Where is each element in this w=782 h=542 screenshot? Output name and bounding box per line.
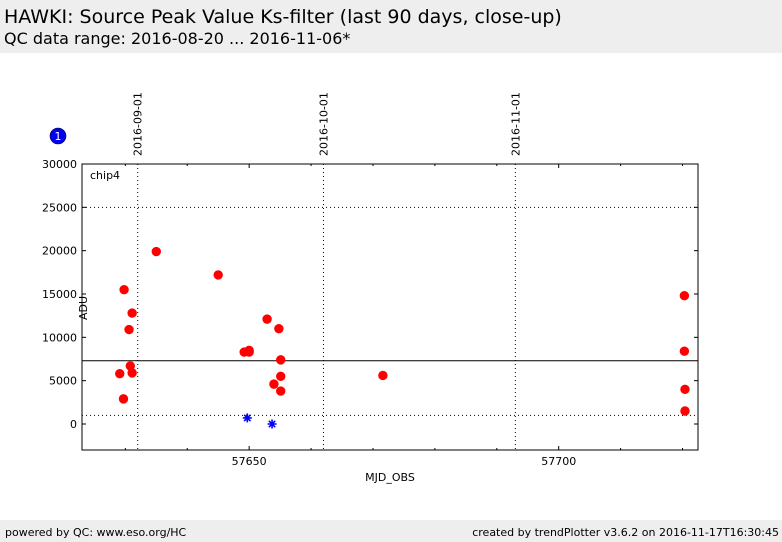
chip-badge-number: 1	[55, 130, 62, 143]
footer: powered by QC: www.eso.org/HC created by…	[0, 520, 782, 542]
data-point	[274, 323, 284, 334]
y-tick-label: 20000	[42, 245, 77, 258]
chip-badge-circle	[49, 127, 67, 145]
data-point	[127, 308, 137, 318]
x-axis-label: MJD_OBS	[365, 471, 415, 484]
y-tick-label: 25000	[42, 201, 77, 214]
page-subtitle: QC data range: 2016-08-20 ... 2016-11-06…	[4, 29, 351, 48]
data-point	[276, 371, 286, 382]
data-point	[118, 394, 129, 404]
data-point-star	[242, 413, 252, 423]
plot-frame	[81, 163, 699, 451]
data-point	[378, 370, 388, 381]
panel-label: chip4	[90, 169, 120, 182]
header: HAWKI: Source Peak Value Ks-filter (last…	[0, 0, 782, 53]
data-point	[269, 379, 279, 389]
data-point	[680, 384, 690, 395]
x-tick-label: 57700	[541, 455, 576, 468]
data-point	[115, 369, 125, 379]
data-point	[262, 314, 272, 324]
date-tick-label: 2016-10-01	[317, 92, 330, 156]
data-point	[679, 291, 690, 301]
x-tick-label: 57650	[232, 455, 267, 468]
data-point	[124, 324, 134, 335]
date-tick-label: 2016-11-01	[509, 92, 522, 156]
page-title: HAWKI: Source Peak Value Ks-filter (last…	[4, 6, 562, 28]
y-axis-label: ADU	[77, 296, 90, 320]
y-tick-label: 10000	[42, 331, 77, 344]
data-point	[680, 406, 690, 416]
data-point	[276, 355, 286, 365]
data-point	[119, 284, 129, 295]
data-point	[679, 346, 690, 356]
data-point	[127, 368, 137, 378]
data-point	[276, 386, 286, 396]
y-tick-label: 30000	[42, 158, 77, 171]
footer-powered-by: powered by QC: www.eso.org/HC	[5, 526, 187, 539]
y-tick-label: 5000	[49, 375, 77, 388]
date-tick-label: 2016-09-01	[132, 92, 145, 156]
data-point	[213, 270, 223, 280]
data-point	[151, 246, 161, 257]
data-point	[244, 347, 254, 357]
y-tick-label: 15000	[42, 288, 77, 301]
data-point-star	[267, 419, 277, 429]
scatter-chart: 1 2016-09-01 2016-10-01 2016-11-01 0 5000 100…	[42, 92, 699, 484]
footer-created-by: created by trendPlotter v3.6.2 on 2016-1…	[472, 526, 779, 539]
chip-badge: 1	[49, 127, 67, 145]
y-tick-label: 0	[70, 418, 77, 431]
